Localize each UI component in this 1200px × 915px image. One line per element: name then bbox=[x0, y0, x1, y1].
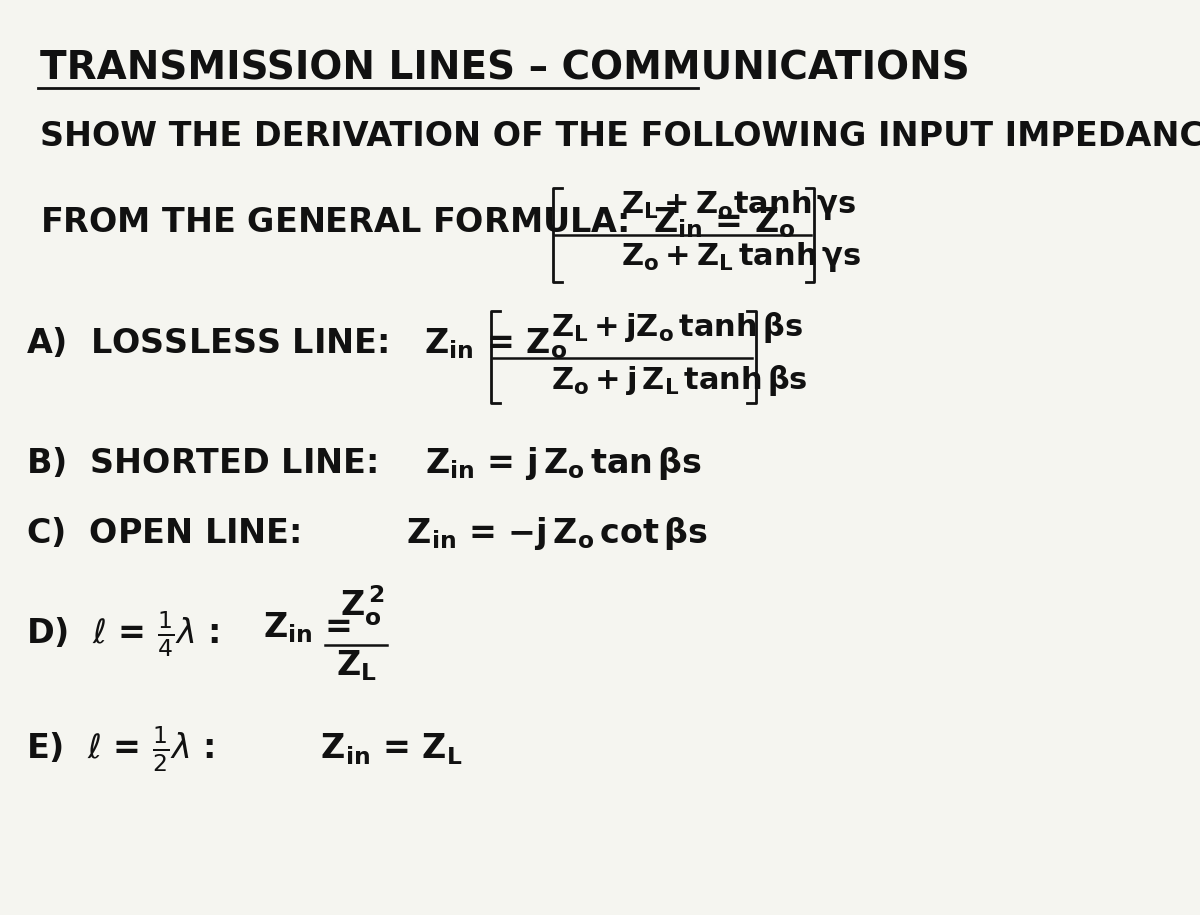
Text: FROM THE GENERAL FORMULA:  $\mathregular{Z_{in}}$ = $\mathregular{Z_o}$: FROM THE GENERAL FORMULA: $\mathregular{… bbox=[40, 205, 796, 240]
Text: B)  SHORTED LINE:    $\mathregular{Z_{in}}$ = $\mathregular{j\,Z_o\,tan\,\beta s: B) SHORTED LINE: $\mathregular{Z_{in}}$ … bbox=[25, 445, 702, 482]
Text: $\mathregular{Z_o + Z_L\,tanh\,\gamma s}$: $\mathregular{Z_o + Z_L\,tanh\,\gamma s}… bbox=[620, 240, 862, 274]
Text: SHOW THE DERIVATION OF THE FOLLOWING INPUT IMPEDANCES: SHOW THE DERIVATION OF THE FOLLOWING INP… bbox=[40, 120, 1200, 153]
Text: $\mathregular{Z_L + Z_o tanh\,\gamma s}$: $\mathregular{Z_L + Z_o tanh\,\gamma s}$ bbox=[620, 188, 856, 222]
Text: E)  $\ell$ = $\frac{1}{2}$$\lambda$ :         $\mathregular{Z_{in}}$ = $\mathreg: E) $\ell$ = $\frac{1}{2}$$\lambda$ : $\m… bbox=[25, 725, 462, 774]
Text: $\mathregular{Z_L}$: $\mathregular{Z_L}$ bbox=[336, 648, 377, 683]
Text: D)  $\ell$ = $\frac{1}{4}$$\lambda$ :: D) $\ell$ = $\frac{1}{4}$$\lambda$ : bbox=[25, 610, 218, 660]
Text: $\mathregular{Z_o + j\,Z_L\,tanh\,\beta s}$: $\mathregular{Z_o + j\,Z_L\,tanh\,\beta … bbox=[552, 363, 808, 398]
Text: A)  LOSSLESS LINE:   $\mathregular{Z_{in}}$ = $\mathregular{Z_o}$: A) LOSSLESS LINE: $\mathregular{Z_{in}}$… bbox=[25, 325, 566, 361]
Text: C)  OPEN LINE:         $\mathregular{Z_{in}}$ = $\mathregular{-j\,Z_o\,cot\,\bet: C) OPEN LINE: $\mathregular{Z_{in}}$ = $… bbox=[25, 515, 707, 552]
Text: $\mathregular{Z_o^{\,2}}$: $\mathregular{Z_o^{\,2}}$ bbox=[340, 584, 384, 628]
Text: $\mathregular{Z_L + jZ_o\,tanh\,\beta s}$: $\mathregular{Z_L + jZ_o\,tanh\,\beta s}… bbox=[552, 310, 803, 345]
Text: TRANSMISSION LINES – COMMUNICATIONS: TRANSMISSION LINES – COMMUNICATIONS bbox=[40, 50, 970, 88]
Text: $\mathregular{Z_{in}}$ =: $\mathregular{Z_{in}}$ = bbox=[263, 610, 352, 645]
